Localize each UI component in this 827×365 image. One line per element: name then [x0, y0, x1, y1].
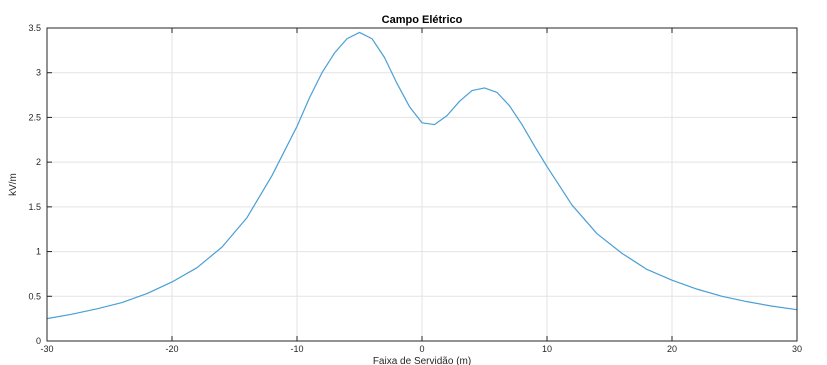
y-tick-label: 1 [36, 247, 41, 257]
y-tick-label: 0.5 [28, 291, 41, 301]
x-tick-label: 10 [542, 344, 552, 354]
y-tick-label: 2.5 [28, 112, 41, 122]
y-tick-label: 0 [36, 336, 41, 346]
x-axis-label: Faixa de Servidão (m) [373, 356, 471, 365]
y-tick-label: 3 [36, 68, 41, 78]
y-tick-label: 2 [36, 157, 41, 167]
x-tick-label: 30 [792, 344, 802, 354]
x-tick-label: 20 [667, 344, 677, 354]
y-axis-label: kV/m [8, 173, 19, 196]
x-tick-label: -10 [290, 344, 303, 354]
x-tick-label: -20 [165, 344, 178, 354]
y-tick-label: 3.5 [28, 23, 41, 33]
x-tick-label: -30 [40, 344, 53, 354]
y-tick-label: 1.5 [28, 202, 41, 212]
x-tick-label: 0 [419, 344, 424, 354]
chart-title: Campo Elétrico [382, 14, 463, 26]
